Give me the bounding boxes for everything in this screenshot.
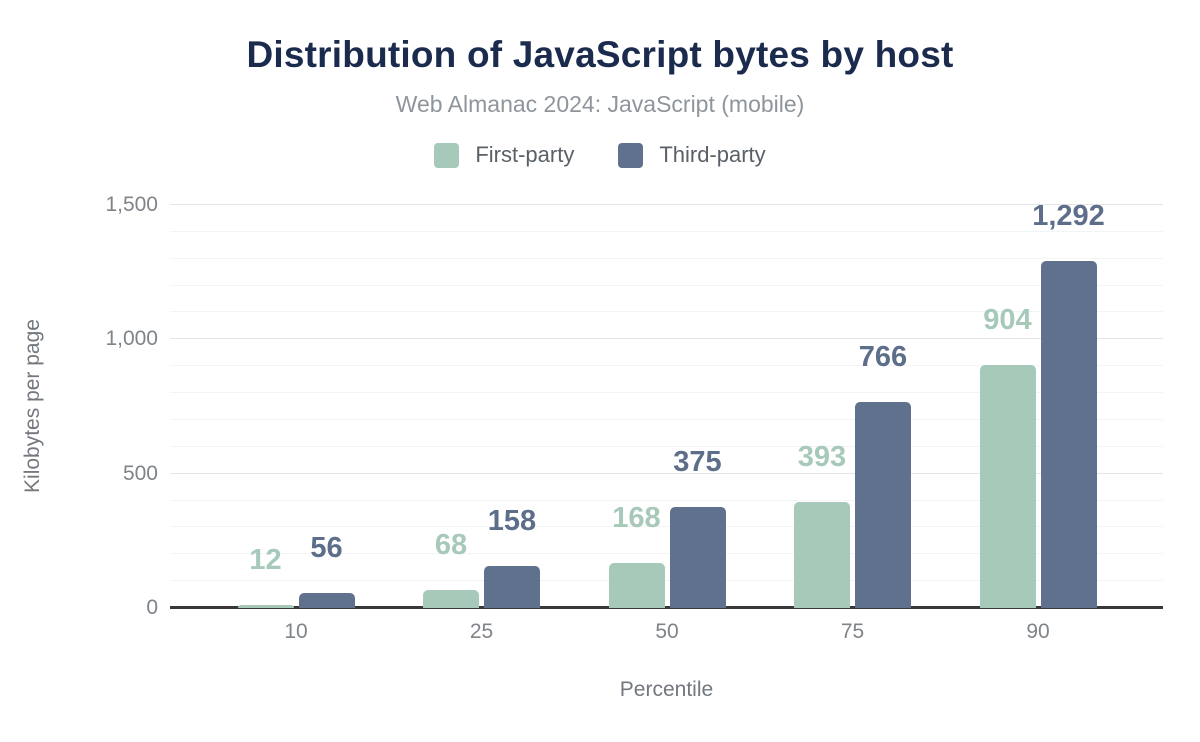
legend-swatch — [434, 142, 460, 168]
gridline-minor — [170, 257, 1163, 259]
gridline-minor — [170, 365, 1163, 367]
chart-subtitle: Web Almanac 2024: JavaScript (mobile) — [395, 91, 805, 117]
legend-label: First-party — [475, 142, 575, 167]
y-tick-label: 1,000 — [105, 327, 158, 351]
legend-label: Third-party — [659, 142, 766, 167]
bar-value-label: 68 — [434, 528, 468, 561]
bar-first-party-p25 — [423, 589, 479, 608]
y-tick-label: 0 — [146, 596, 158, 619]
bar-third-party-p50 — [669, 507, 726, 608]
y-tick-label: 500 — [122, 461, 158, 485]
gridline-minor — [170, 230, 1163, 232]
x-tick-label: 25 — [469, 620, 494, 643]
gridline-major — [170, 472, 1163, 474]
x-tick-label: 90 — [1026, 620, 1050, 643]
bar-value-label: 12 — [249, 543, 282, 576]
legend-swatch — [618, 142, 644, 168]
legend-item-first-party: First-party — [434, 142, 574, 168]
gridline-minor — [170, 284, 1163, 286]
bar-value-label: 56 — [310, 531, 343, 564]
legend: First-party Third-party — [0, 142, 1200, 168]
bar-value-label: 1,292 — [1032, 199, 1105, 232]
gridline-minor — [170, 553, 1163, 555]
gridline-minor — [170, 311, 1163, 313]
bar-third-party-p90 — [1040, 260, 1097, 608]
bar-third-party-p10 — [298, 592, 355, 608]
bar-first-party-p90 — [979, 365, 1036, 608]
bar-value-label: 158 — [487, 504, 537, 537]
gridline-minor — [170, 499, 1163, 501]
gridline-minor — [170, 526, 1163, 528]
x-tick-label: 10 — [284, 620, 308, 643]
gridline-minor — [170, 418, 1163, 420]
bar-value-label: 168 — [612, 501, 661, 534]
bar-third-party-p75 — [855, 402, 911, 608]
bar-first-party-p75 — [794, 502, 850, 608]
x-axis-title: Percentile — [619, 678, 714, 701]
bar-value-label: 375 — [673, 446, 722, 479]
y-tick-label: 1,500 — [105, 193, 158, 216]
plot-area: 12 56 68 158 168 375 393 766 904 1,292 — [170, 200, 1163, 609]
chart-title: Distribution of JavaScript bytes by host — [246, 34, 954, 75]
gridline-minor — [170, 580, 1163, 582]
x-tick-label: 50 — [655, 620, 679, 643]
gridline-major — [170, 204, 1163, 205]
bar-value-label: 904 — [983, 304, 1032, 337]
gridline-minor — [170, 392, 1163, 394]
gridline-minor — [170, 445, 1163, 447]
legend-item-third-party: Third-party — [618, 142, 766, 168]
bar-third-party-p25 — [484, 565, 540, 608]
gridline-major — [170, 338, 1163, 340]
bar-value-label: 393 — [797, 441, 847, 474]
bar-first-party-p10 — [237, 604, 294, 608]
bar-value-label: 766 — [858, 341, 908, 374]
bar-first-party-p50 — [608, 562, 665, 608]
x-tick-label: 75 — [840, 620, 865, 643]
x-axis-line — [170, 606, 1163, 609]
